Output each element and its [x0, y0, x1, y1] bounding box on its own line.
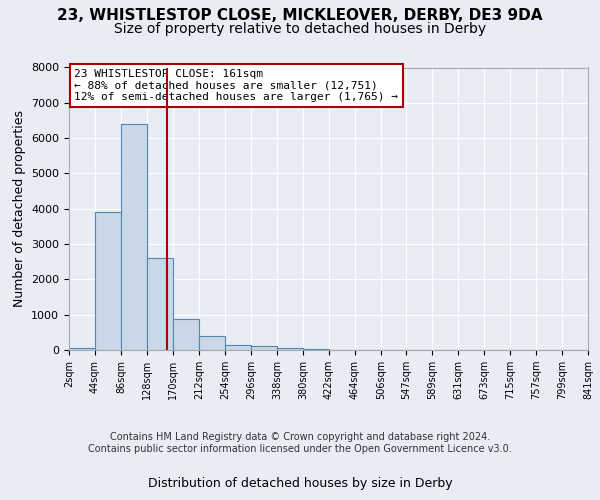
Bar: [225, 344, 251, 350]
Text: Contains HM Land Registry data © Crown copyright and database right 2024.
Contai: Contains HM Land Registry data © Crown c…: [88, 432, 512, 454]
Text: 23 WHISTLESTOP CLOSE: 161sqm
← 88% of detached houses are smaller (12,751)
12% o: 23 WHISTLESTOP CLOSE: 161sqm ← 88% of de…: [74, 69, 398, 102]
Text: Distribution of detached houses by size in Derby: Distribution of detached houses by size …: [148, 478, 452, 490]
Bar: [277, 348, 303, 350]
Bar: [147, 258, 173, 350]
Bar: [69, 348, 95, 350]
Bar: [251, 346, 277, 350]
Bar: [95, 212, 121, 350]
Text: Size of property relative to detached houses in Derby: Size of property relative to detached ho…: [114, 22, 486, 36]
Bar: [121, 124, 147, 350]
Y-axis label: Number of detached properties: Number of detached properties: [13, 110, 26, 307]
Bar: [173, 320, 199, 350]
Bar: [199, 336, 225, 350]
Text: 23, WHISTLESTOP CLOSE, MICKLEOVER, DERBY, DE3 9DA: 23, WHISTLESTOP CLOSE, MICKLEOVER, DERBY…: [57, 8, 543, 22]
